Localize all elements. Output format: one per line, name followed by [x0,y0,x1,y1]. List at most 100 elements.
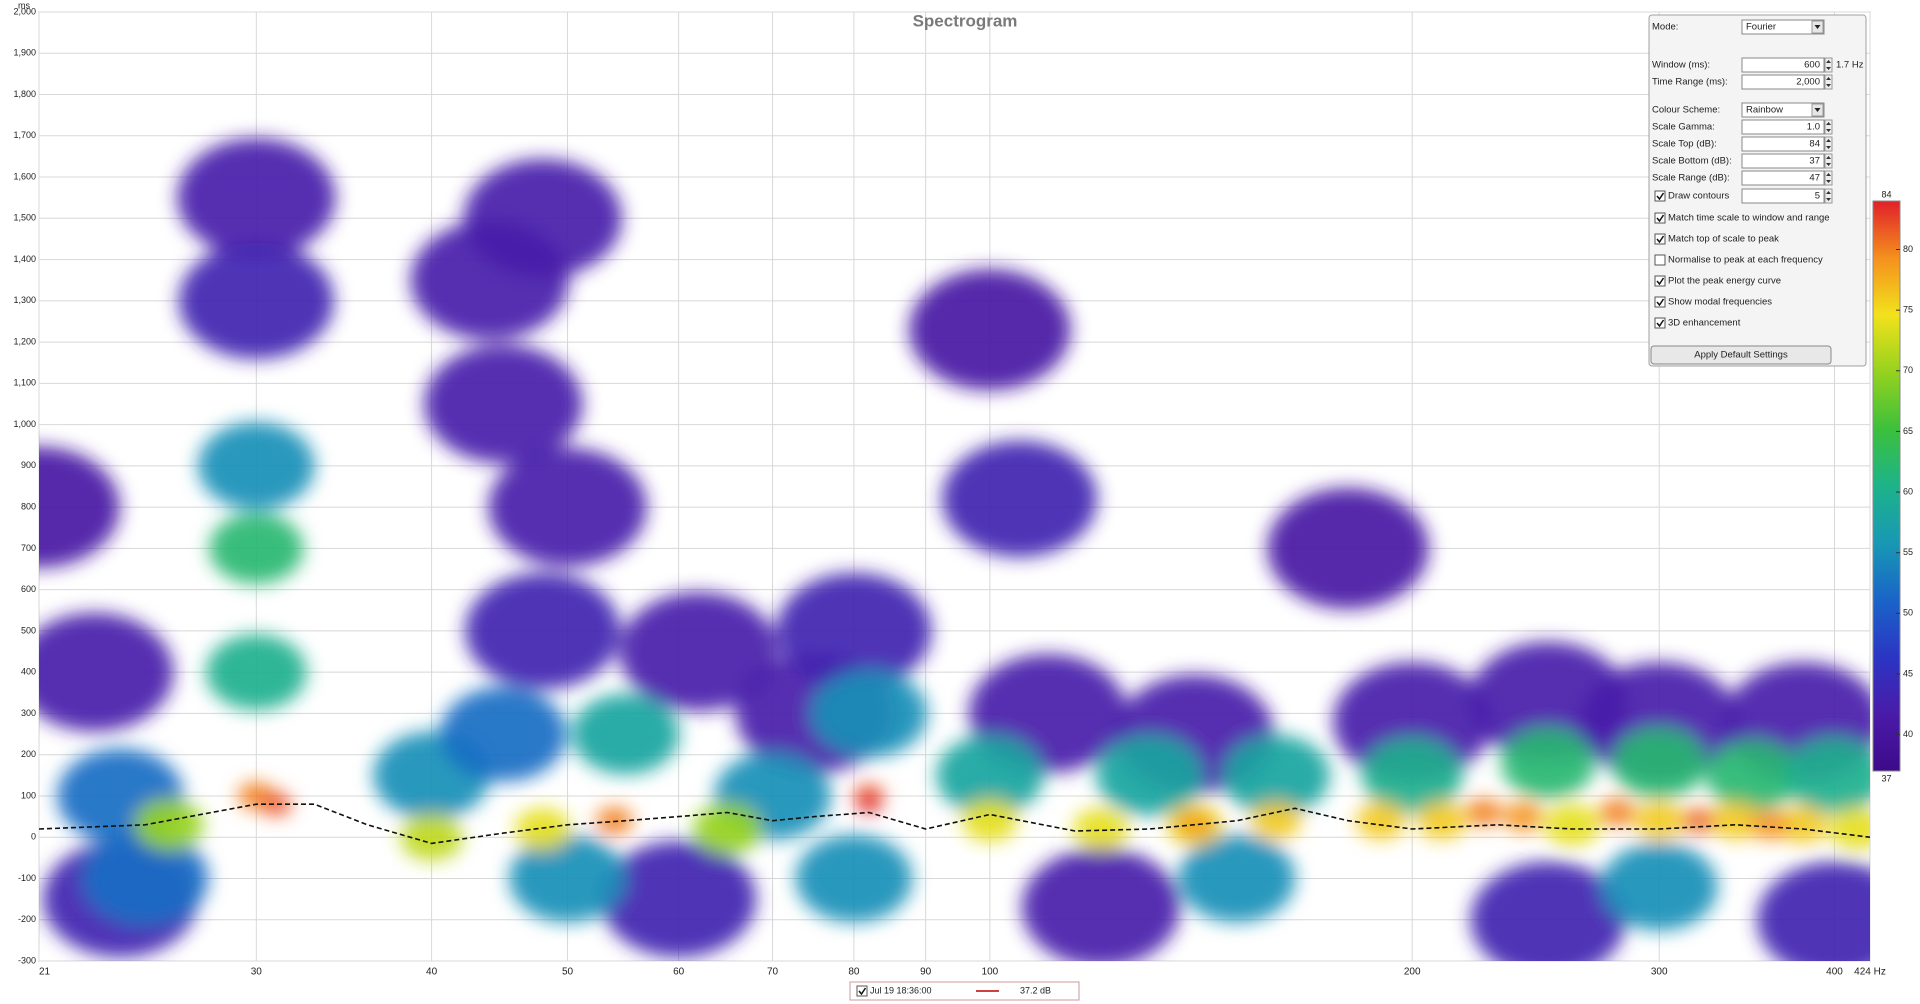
settings-panel: Mode: Fourier Window (ms): 600 1.7 Hz Time Ra… [1648,14,1867,367]
y-tick-label: 700 [21,543,36,553]
spectrogram-cell [400,813,463,861]
colorbar-label: 70 [1903,365,1913,375]
y-tick-label: 1,000 [13,419,36,429]
field-unit: 1.7 Hz [1836,60,1864,71]
y-tick-label: 300 [21,708,36,718]
x-tick-label: 100 [982,967,999,978]
checkbox[interactable] [1654,275,1666,287]
field-input[interactable] [1741,119,1825,135]
field-value: 37 [1809,156,1820,167]
spinner[interactable] [1824,74,1833,90]
spectrogram-cell [1710,802,1761,840]
field-label: Draw contours [1668,191,1729,202]
field-value: Rainbow [1746,105,1783,116]
y-tick-label: 2,000 [13,6,36,16]
legend-checkbox[interactable] [856,985,868,997]
dropdown-arrow [1814,25,1821,29]
dropdown-arrow [1814,108,1821,112]
x-tick-label: 70 [767,967,779,978]
spectrogram-cell [619,592,778,711]
colorbar-label: 45 [1903,668,1913,678]
chart-title: Spectrogram [913,11,1018,30]
field-input[interactable] [1741,74,1825,90]
y-tick-label: -200 [18,914,36,924]
checkbox-label: Plot the peak energy curve [1668,276,1781,287]
field-input[interactable] [1741,102,1825,118]
spectrogram-cell [795,834,913,923]
field-input[interactable] [1741,153,1825,169]
checkbox-label: Match top of scale to peak [1668,234,1779,245]
y-tick-label: 100 [21,790,36,800]
field-input[interactable] [1741,170,1825,186]
y-tick-label: -300 [18,955,36,965]
y-tick-label: 1,800 [13,89,36,99]
spectrogram-cell [1598,798,1636,827]
checkbox-label: Normalise to peak at each frequency [1668,255,1823,266]
colorbar: 84 80 75 70 65 60 55 50 45 40 37 [1872,189,1913,783]
y-tick-label: 500 [21,625,36,635]
spinner[interactable] [1824,119,1833,135]
spectrogram-cell [1612,727,1707,799]
spectrogram-cell [1756,861,1870,961]
field-input[interactable] [1741,136,1825,152]
checkbox[interactable] [1654,212,1666,224]
spinner[interactable] [1824,188,1833,204]
spectrogram-cell [1096,735,1204,816]
spectrogram-cell [509,834,626,923]
spectrogram-cell [1021,847,1181,961]
peak-energy-curve [39,803,1870,845]
y-tick-label: 600 [21,584,36,594]
spectrogram-cell [39,446,120,568]
y-tick-label: 200 [21,749,36,759]
x-tick-label: 300 [1651,967,1668,978]
y-tick-label: 1,100 [13,378,36,388]
checkbox[interactable] [1654,317,1666,329]
spectrogram-cell [197,422,315,510]
spectrogram-cell [1503,801,1544,832]
spinner[interactable] [1824,170,1833,186]
spectrogram-cell [178,242,334,360]
y-tick-label: -100 [18,873,36,883]
checkbox-check [1656,298,1665,307]
colorbar-label: 84 [1881,189,1891,199]
field-value: 84 [1809,139,1820,150]
y-tick-label: 1,700 [13,130,36,140]
spectrogram-cell [134,799,204,851]
checkbox[interactable] [1654,254,1666,266]
field-value: Fourier [1746,22,1776,33]
field-input[interactable] [1741,19,1825,35]
apply-button[interactable] [1650,345,1832,365]
y-tick-label: 900 [21,460,36,470]
spectrogram-cell [1361,737,1463,814]
y-tick-label: 1,500 [13,213,36,223]
spectrogram [39,138,1870,961]
checkbox-label: Show modal frequencies [1668,297,1772,308]
spectrogram-cell [1784,737,1870,814]
y-tick-label: 800 [21,502,36,512]
checkbox[interactable] [1654,190,1666,202]
spectrogram-cell [1750,809,1791,840]
spinner[interactable] [1824,136,1833,152]
field-input[interactable] [1741,188,1825,204]
spectrogram-cell [1778,806,1829,844]
spectrogram-cell [440,686,567,782]
field-input[interactable] [1741,57,1825,73]
spectrogram-cell [488,447,647,567]
spectrogram-cell [82,831,209,926]
colorbar-label: 75 [1903,305,1913,315]
field-value: 600 [1804,60,1820,71]
axes: 21 30 40 50 60 70 80 90 100 200 300 400 424 Hz-300-2… [13,6,1885,977]
spectrogram-cell [909,269,1071,391]
spinner[interactable] [1824,57,1833,73]
spectrogram-cell [1681,808,1716,834]
spectrogram-cell [1705,739,1801,811]
checkbox-check [1656,277,1665,286]
checkbox[interactable] [1654,233,1666,245]
checkbox[interactable] [1654,296,1666,308]
spinner[interactable] [1824,153,1833,169]
colorbar-label: 60 [1903,486,1913,496]
spectrogram-cell [810,669,928,758]
legend: Jul 19 18:36:00 37.2 dB [849,981,1080,1001]
spectrogram-cell [1222,735,1330,816]
